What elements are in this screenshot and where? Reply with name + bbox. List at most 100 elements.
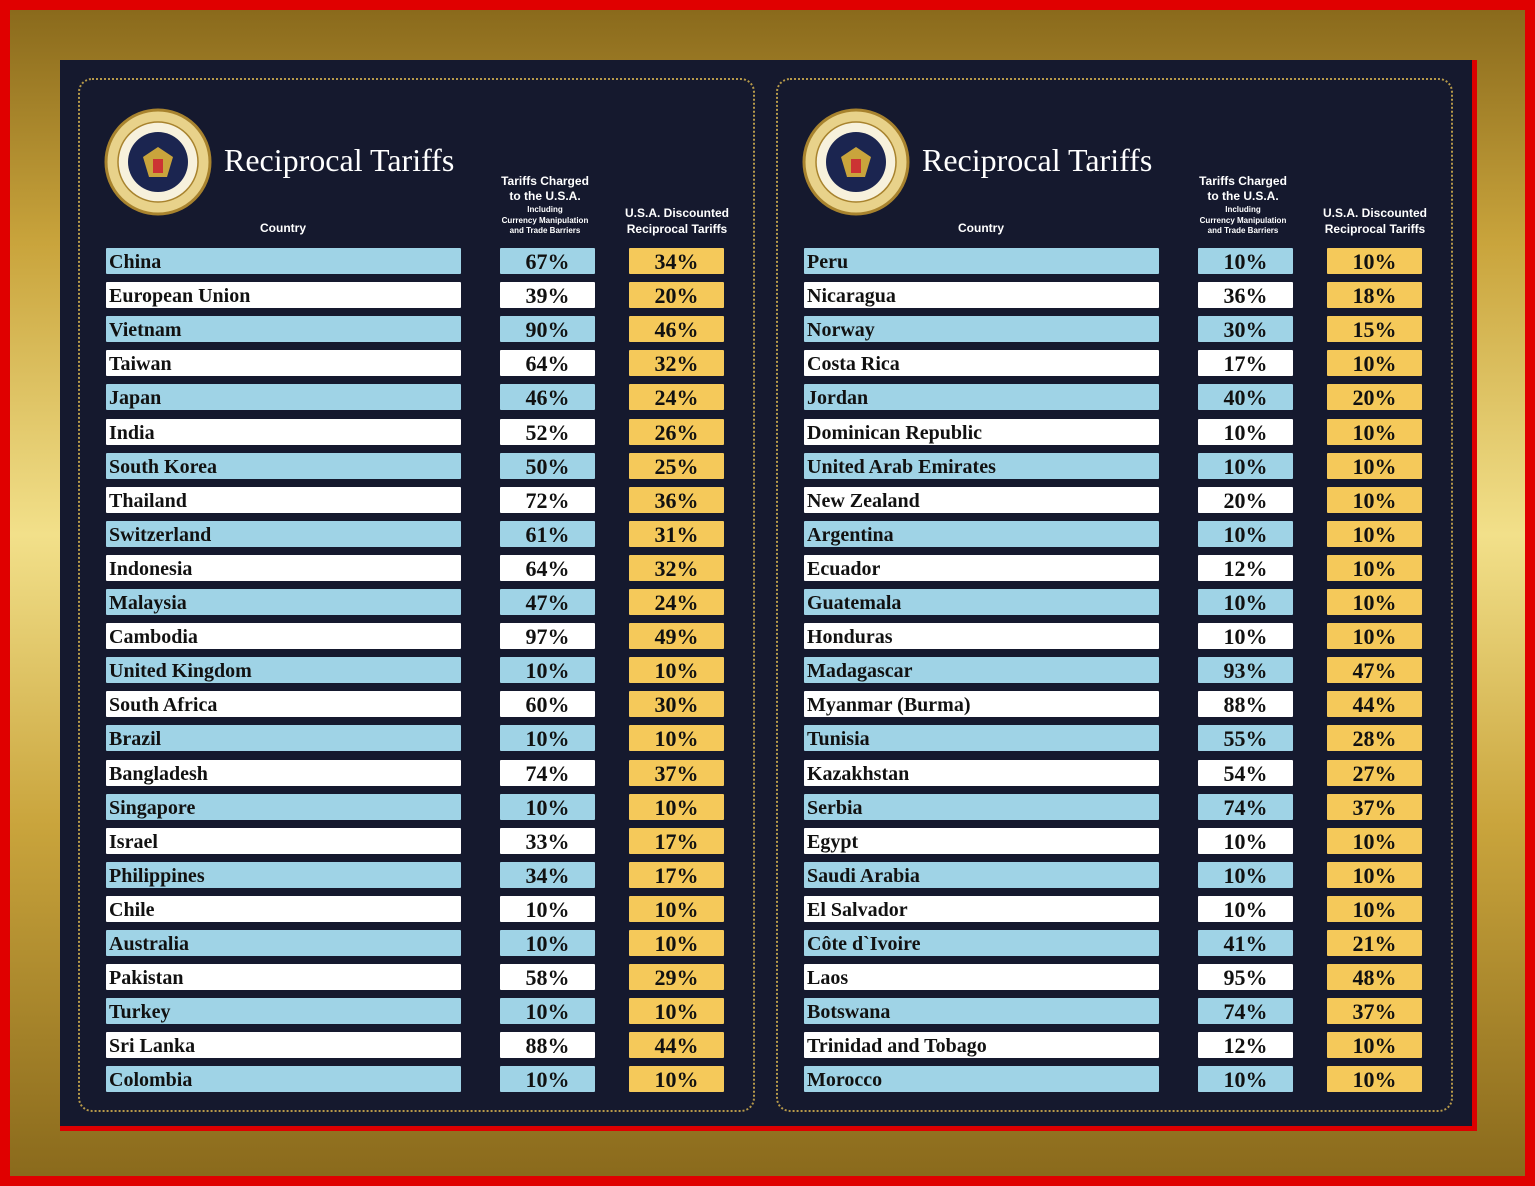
charged-cell: 30% — [1198, 316, 1293, 343]
country-cell: European Union — [106, 282, 461, 309]
discounted-cell: 20% — [1327, 384, 1422, 411]
discounted-cell: 10% — [629, 657, 724, 684]
discounted-cell: 18% — [1327, 282, 1422, 309]
charged-cell: 10% — [1198, 418, 1293, 445]
discounted-cell: 10% — [629, 1066, 724, 1093]
country-cell: Brazil — [106, 725, 461, 752]
discounted-cell: 10% — [1327, 452, 1422, 479]
country-header: Country — [958, 221, 1004, 235]
discounted-cell: 10% — [1327, 520, 1422, 547]
charged-cell: 97% — [500, 623, 595, 650]
discounted-cell: 10% — [1327, 1032, 1422, 1059]
discounted-cell: 37% — [629, 759, 724, 786]
country-cell: Singapore — [106, 793, 461, 820]
panel-border — [776, 78, 1453, 1112]
discounted-header: Reciprocal Tariffs — [626, 222, 728, 236]
country-cell: Serbia — [804, 793, 1159, 820]
charged-cell: 74% — [1198, 998, 1293, 1025]
charged-cell: 10% — [1198, 827, 1293, 854]
charged-cell: 10% — [1198, 861, 1293, 888]
seal — [104, 108, 212, 216]
discounted-header: U.S.A. Discounted — [624, 206, 730, 220]
discounted-cell: 10% — [629, 895, 724, 922]
panel-border — [78, 78, 755, 1112]
country-cell: Bangladesh — [106, 759, 461, 786]
charged-cell: 90% — [500, 316, 595, 343]
country-cell: El Salvador — [804, 895, 1159, 922]
charged-cell: 10% — [500, 895, 595, 922]
charged-cell: 12% — [1198, 554, 1293, 581]
charged-cell: 74% — [1198, 793, 1293, 820]
country-cell: Morocco — [804, 1066, 1159, 1093]
discounted-cell: 44% — [629, 1032, 724, 1059]
country-cell: Côte d`Ivoire — [804, 930, 1159, 956]
charged-cell: 10% — [1198, 248, 1293, 274]
discounted-cell: 31% — [629, 520, 724, 547]
country-cell: Malaysia — [106, 589, 461, 615]
discounted-cell: 37% — [1327, 998, 1422, 1025]
discounted-cell: 10% — [1327, 861, 1422, 888]
country-cell: Vietnam — [106, 316, 461, 343]
discounted-cell: 48% — [1327, 964, 1422, 991]
charged-cell: 34% — [500, 861, 595, 888]
country-cell: China — [106, 248, 461, 274]
discounted-cell: 20% — [629, 282, 724, 309]
charged-header: Including — [527, 205, 563, 214]
country-cell: Dominican Republic — [804, 418, 1159, 445]
discounted-cell: 29% — [629, 964, 724, 991]
discounted-cell: 47% — [1327, 657, 1422, 684]
discounted-cell: 17% — [629, 827, 724, 854]
country-cell: Cambodia — [106, 623, 461, 650]
charged-header: Currency Manipulation — [1199, 216, 1287, 225]
charged-cell: 54% — [1198, 759, 1293, 786]
discounted-cell: 10% — [1327, 895, 1422, 922]
discounted-cell: 17% — [629, 861, 724, 888]
discounted-cell: 21% — [1327, 930, 1422, 956]
country-cell: Switzerland — [106, 520, 461, 547]
charged-cell: 72% — [500, 486, 595, 513]
charged-cell: 46% — [500, 384, 595, 411]
charged-cell: 93% — [1198, 657, 1293, 684]
charged-cell: 10% — [500, 998, 595, 1025]
seal — [802, 108, 910, 216]
charged-cell: 60% — [500, 691, 595, 718]
charged-cell: 10% — [1198, 895, 1293, 922]
charged-cell: 10% — [500, 1066, 595, 1093]
charged-cell: 50% — [500, 452, 595, 479]
discounted-header: Reciprocal Tariffs — [1324, 222, 1426, 236]
discounted-cell: 32% — [629, 350, 724, 377]
country-cell: New Zealand — [804, 486, 1159, 513]
panel-title: Reciprocal Tariffs — [224, 142, 455, 178]
country-cell: Indonesia — [106, 554, 461, 581]
country-cell: Madagascar — [804, 657, 1159, 684]
charged-cell: 39% — [500, 282, 595, 309]
charged-cell: 67% — [500, 248, 595, 274]
discounted-cell: 10% — [629, 725, 724, 752]
discounted-cell: 10% — [1327, 486, 1422, 513]
charged-cell: 20% — [1198, 486, 1293, 513]
discounted-cell: 10% — [1327, 418, 1422, 445]
discounted-cell: 37% — [1327, 793, 1422, 820]
discounted-cell: 10% — [629, 793, 724, 820]
discounted-cell: 25% — [629, 452, 724, 479]
country-cell: Israel — [106, 827, 461, 854]
country-cell: Honduras — [804, 623, 1159, 650]
country-cell: Trinidad and Tobago — [804, 1032, 1159, 1059]
country-cell: Myanmar (Burma) — [804, 691, 1159, 718]
country-cell: Taiwan — [106, 350, 461, 377]
panel-title: Reciprocal Tariffs — [922, 142, 1153, 178]
country-cell: Chile — [106, 895, 461, 922]
charged-cell: 58% — [500, 964, 595, 991]
country-cell: Turkey — [106, 998, 461, 1025]
country-cell: Laos — [804, 964, 1159, 991]
charged-cell: 47% — [500, 589, 595, 615]
charged-cell: 88% — [500, 1032, 595, 1059]
discounted-cell: 49% — [629, 623, 724, 650]
country-cell: Nicaragua — [804, 282, 1159, 309]
charged-cell: 55% — [1198, 725, 1293, 752]
country-cell: Guatemala — [804, 589, 1159, 615]
discounted-cell: 30% — [629, 691, 724, 718]
charged-cell: 33% — [500, 827, 595, 854]
country-header: Country — [260, 221, 306, 235]
discounted-header: U.S.A. Discounted — [1322, 206, 1428, 220]
